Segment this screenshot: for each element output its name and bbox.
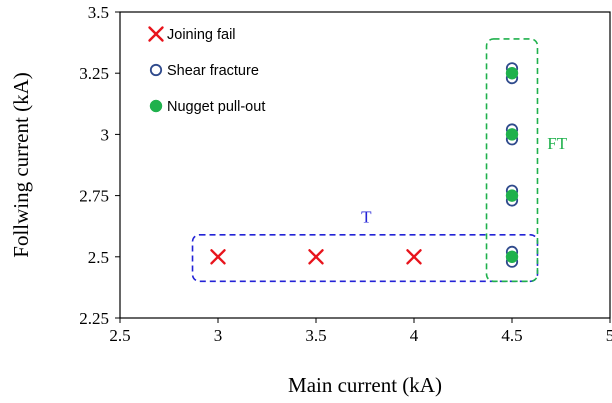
x-tick-label: 4 <box>410 326 419 345</box>
x-tick-label: 3 <box>214 326 223 345</box>
annotation-box-ft <box>485 38 539 283</box>
legend-label-0: Joining fail <box>167 27 236 43</box>
legend-marker-0 <box>148 26 164 42</box>
y-tick-label: 2.5 <box>88 248 109 267</box>
x-axis-title: Main current (kA) <box>288 373 442 397</box>
plot-frame <box>119 11 611 319</box>
y-tick-label: 2.75 <box>79 187 109 206</box>
x-tick-label: 4.5 <box>501 326 522 345</box>
annotation-box-t <box>191 233 539 283</box>
data-point-nugget-pull-out <box>505 189 519 202</box>
annotation-layer: T FT <box>191 38 568 283</box>
x-tick-label: 3.5 <box>305 326 326 345</box>
data-point-joining-fail <box>308 249 324 265</box>
annotation-label-t: T <box>361 208 372 227</box>
y-axis-title: Follwing current (kA) <box>9 72 33 257</box>
x-tick-label: 5 <box>606 326 612 345</box>
legend: Joining fail Shear fracture Nugget pull-ou… <box>148 26 265 115</box>
legend-marker-2 <box>149 99 163 113</box>
data-point-nugget-pull-out <box>505 128 519 141</box>
legend-label-1: Shear fracture <box>167 63 259 79</box>
data-marks <box>210 62 519 268</box>
data-point-nugget-pull-out <box>505 250 519 264</box>
data-point-joining-fail <box>406 249 422 265</box>
x-tick-label: 2.5 <box>109 326 130 345</box>
axes <box>115 11 611 323</box>
legend-marker-1 <box>149 63 163 77</box>
annotation-label-ft: FT <box>547 134 567 153</box>
y-tick-label: 3.25 <box>79 64 109 83</box>
data-point-joining-fail <box>210 249 226 265</box>
data-point-nugget-pull-out <box>505 66 519 80</box>
y-tick-label: 3 <box>101 125 110 144</box>
y-tick-label: 2.25 <box>79 309 109 328</box>
y-tick-label: 3.5 <box>88 3 109 22</box>
legend-label-2: Nugget pull-out <box>167 99 265 115</box>
